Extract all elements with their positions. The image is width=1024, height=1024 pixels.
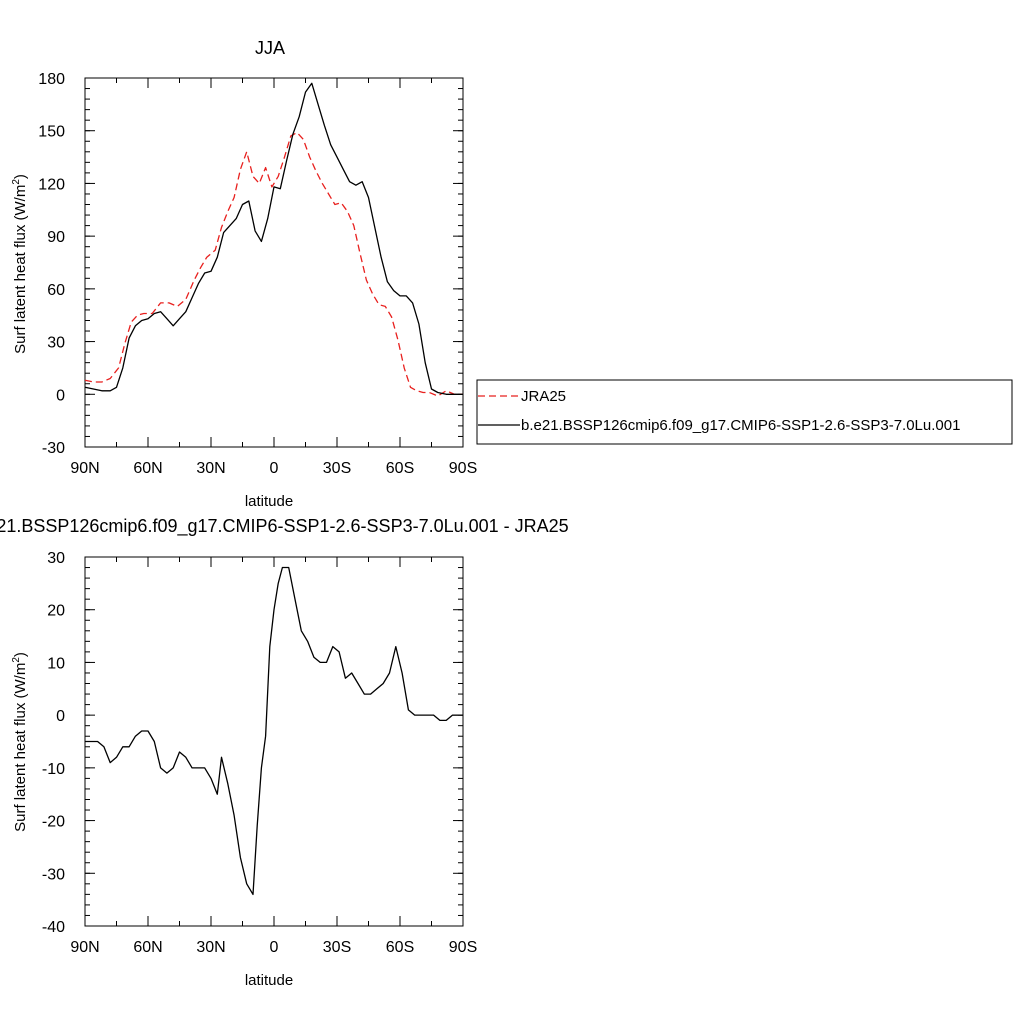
bottom-x-axis-label: latitude	[245, 972, 293, 989]
bottom-y-tick-label: 10	[47, 655, 65, 672]
bottom-x-tick-label: 60S	[386, 939, 414, 956]
bottom-x-tick-label: 90S	[449, 939, 477, 956]
top-panel: JJA 90N 60N 30N 0 30S 60S 90S -30 0 30 60 90 120 150 1…	[11, 38, 477, 510]
top-y-axis-label-main: Surf latent heat flux (W/m	[12, 185, 29, 354]
bottom-y-axis-label-sup: 2	[11, 657, 22, 663]
legend-box	[476, 379, 1013, 445]
top-plot-frame	[84, 77, 464, 448]
bottom-y-axis-label: Surf latent heat flux (W/m2)	[11, 652, 29, 832]
top-x-tick-label: 60S	[386, 460, 414, 477]
bottom-x-tick-label: 0	[270, 939, 279, 956]
top-chart-title: JJA	[255, 38, 285, 58]
bottom-y-tick-label: 30	[47, 550, 65, 567]
bottom-series-line-0	[85, 566, 463, 896]
top-x-tick-label: 90N	[70, 460, 99, 477]
bottom-x-tick-label: 30N	[196, 939, 225, 956]
bottom-panel: b.e21.BSSP126cmip6.f09_g17.CMIP6-SSP1-2.…	[0, 516, 569, 989]
top-y-tick-label: 120	[38, 176, 65, 193]
bottom-y-tick-label: -10	[42, 761, 65, 778]
top-y-tick-label: -30	[42, 440, 65, 457]
top-y-tick-label: 90	[47, 229, 65, 246]
top-axis-ticks: 90N 60N 30N 0 30S 60S 90S -30 0 30 60 90 120 150 180	[38, 71, 477, 477]
top-series-lines	[84, 82, 463, 397]
top-x-tick-label: 0	[270, 460, 279, 477]
top-y-axis-label-sup: 2	[11, 179, 22, 185]
top-x-axis-label: latitude	[245, 493, 293, 510]
legend: JRA25 b.e21.BSSP126cmip6.f09_g17.CMIP6-S…	[476, 379, 1013, 445]
bottom-y-axis-label-tail: )	[12, 652, 29, 657]
bottom-x-tick-label: 30S	[323, 939, 351, 956]
top-y-tick-label: 180	[38, 71, 65, 88]
bottom-axis-ticks: 90N 60N 30N 0 30S 60S 90S -40 -30 -20 -10 0 10 20 30	[42, 550, 477, 956]
bottom-x-tick-label: 60N	[133, 939, 162, 956]
bottom-chart-title: b.e21.BSSP126cmip6.f09_g17.CMIP6-SSP1-2.…	[0, 516, 569, 537]
legend-label-jra25: JRA25	[521, 388, 566, 405]
top-y-axis-label: Surf latent heat flux (W/m2)	[11, 174, 29, 354]
legend-label-model: b.e21.BSSP126cmip6.f09_g17.CMIP6-SSP1-2.…	[521, 417, 960, 434]
top-y-tick-label: 0	[56, 387, 65, 404]
bottom-series-lines	[85, 566, 463, 896]
top-y-axis-label-tail: )	[12, 174, 29, 179]
top-x-tick-label: 60N	[133, 460, 162, 477]
bottom-y-tick-label: 0	[56, 708, 65, 725]
top-series-line-1	[84, 82, 463, 395]
top-y-tick-label: 30	[47, 335, 65, 352]
bottom-y-tick-label: 20	[47, 603, 65, 620]
bottom-y-tick-label: -40	[42, 919, 65, 936]
top-series-line-0	[84, 131, 463, 397]
top-x-tick-label: 30N	[196, 460, 225, 477]
top-y-tick-label: 60	[47, 282, 65, 299]
bottom-x-tick-label: 90N	[70, 939, 99, 956]
bottom-y-tick-label: -30	[42, 866, 65, 883]
top-y-tick-label: 150	[38, 124, 65, 141]
top-x-tick-label: 30S	[323, 460, 351, 477]
bottom-y-tick-label: -20	[42, 814, 65, 831]
bottom-y-axis-label-main: Surf latent heat flux (W/m	[12, 663, 29, 832]
top-x-tick-label: 90S	[449, 460, 477, 477]
